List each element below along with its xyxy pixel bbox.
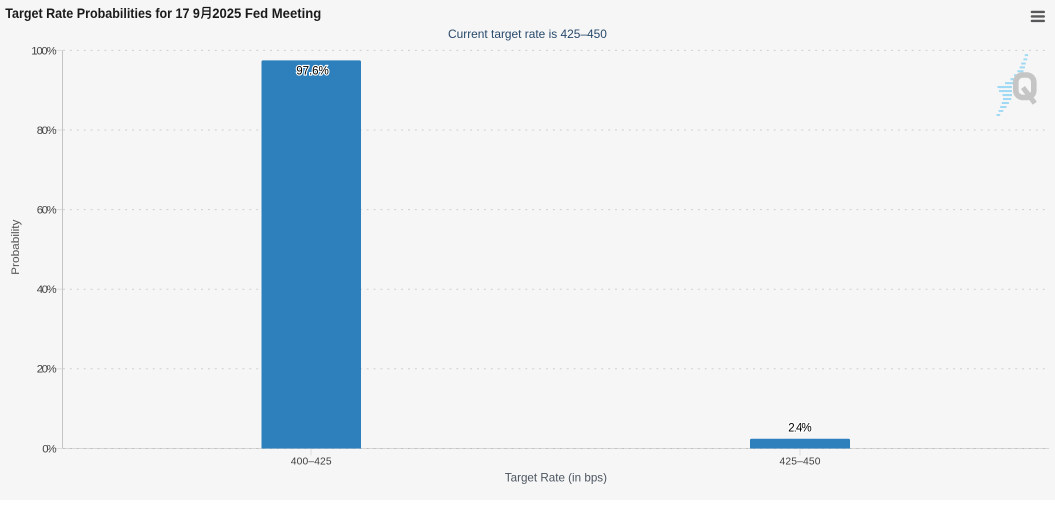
svg-text:425–450: 425–450 <box>780 456 821 467</box>
svg-text:60%: 60% <box>37 205 57 217</box>
svg-text:97.6%: 97.6% <box>296 65 329 78</box>
svg-text:Current target rate is 425–450: Current target rate is 425–450 <box>448 28 607 41</box>
svg-text:20%: 20% <box>37 364 57 376</box>
svg-text:Target Rate Probabilities for: Target Rate Probabilities for 17 9 <box>5 5 200 21</box>
svg-text:2.4%: 2.4% <box>788 422 811 435</box>
svg-text:40%: 40% <box>37 284 57 296</box>
svg-text:2025 Fed Meeting: 2025 Fed Meeting <box>212 5 321 21</box>
svg-text:100%: 100% <box>31 45 56 57</box>
svg-text:0%: 0% <box>42 443 56 455</box>
svg-text:Target Rate (in bps): Target Rate (in bps) <box>505 470 607 484</box>
svg-text:400–425: 400–425 <box>291 456 332 467</box>
svg-text:80%: 80% <box>37 125 57 137</box>
svg-text:Probability: Probability <box>10 219 22 275</box>
